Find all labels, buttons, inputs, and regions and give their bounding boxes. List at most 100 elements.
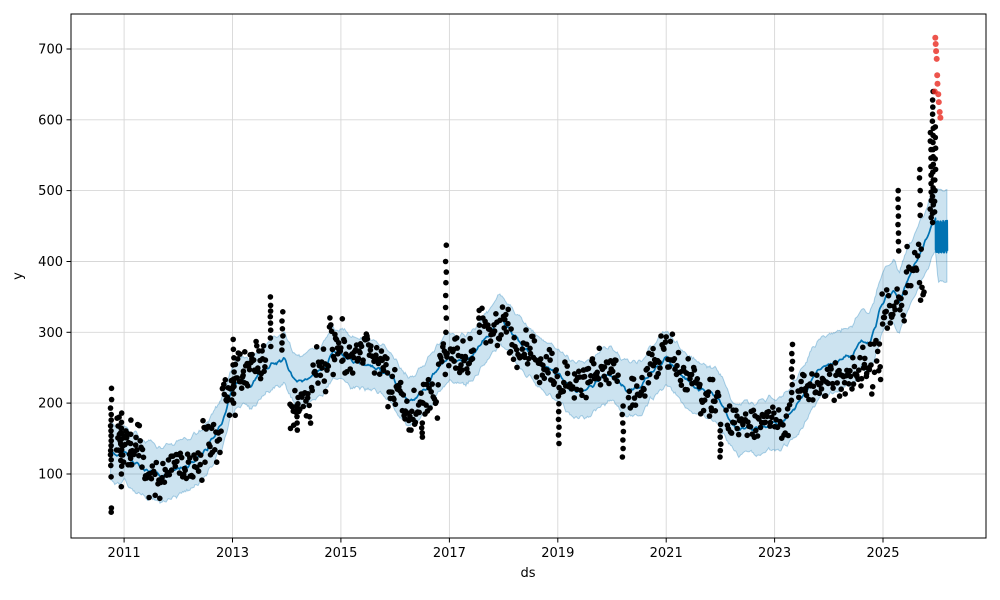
observation-dot: [440, 341, 447, 347]
observation-dot: [663, 334, 669, 340]
observation-dot: [246, 366, 253, 373]
observation-dot: [216, 436, 223, 443]
observation-dot: [826, 371, 833, 378]
observations-scatter: [107, 88, 939, 515]
tick-marks: [66, 48, 884, 543]
observation-dot: [929, 111, 936, 117]
observation-dot: [733, 407, 739, 414]
observation-dot: [176, 470, 183, 476]
observation-dot: [892, 306, 898, 313]
observation-dot: [127, 455, 134, 462]
y-tick-label: 500: [38, 184, 63, 199]
x-tick-label: 2025: [866, 546, 899, 561]
observation-dot: [294, 420, 300, 426]
observation-dot: [571, 371, 578, 377]
observation-dot: [858, 383, 864, 389]
observation-dot: [917, 212, 923, 219]
observation-dot: [409, 408, 415, 415]
observation-dot: [295, 401, 301, 407]
observation-dot: [591, 360, 597, 367]
observation-dot: [631, 395, 638, 401]
observation-dot: [832, 360, 839, 366]
observation-dot: [901, 318, 907, 324]
observation-dot: [881, 314, 888, 321]
observation-dot: [108, 432, 114, 439]
observation-dot: [728, 430, 735, 436]
observation-dot: [770, 404, 776, 411]
observation-dot: [551, 379, 557, 386]
observation-dot: [267, 320, 274, 326]
observation-dot: [136, 452, 142, 459]
observation-dot: [571, 395, 578, 401]
observation-dot: [230, 336, 236, 343]
observation-dot: [932, 156, 938, 162]
observation-dot: [886, 302, 893, 309]
x-tick-label: 2021: [650, 546, 683, 561]
observation-dot: [838, 386, 844, 393]
observation-dot: [460, 338, 466, 344]
observation-dot: [519, 346, 526, 352]
observation-dot: [392, 401, 399, 408]
observation-dot: [433, 399, 440, 405]
observation-dot: [788, 389, 795, 396]
observation-dot: [260, 343, 267, 349]
observation-dot: [210, 421, 217, 428]
observation-dot: [700, 407, 707, 414]
observation-dot: [579, 392, 585, 399]
observation-dot: [632, 402, 639, 409]
anomaly-dot: [934, 80, 941, 87]
observation-dot: [662, 339, 669, 345]
observation-dot: [831, 397, 837, 404]
observation-dot: [688, 371, 695, 378]
observation-dot: [197, 452, 204, 458]
observation-dot: [360, 357, 366, 364]
observation-dot: [494, 342, 501, 349]
observation-dot: [830, 385, 836, 391]
observation-dot: [884, 325, 891, 331]
observation-dot: [202, 459, 208, 466]
observation-dot: [313, 372, 320, 378]
observation-dot: [620, 428, 627, 435]
observation-dot: [349, 370, 356, 376]
observation-dot: [428, 389, 435, 395]
observation-dot: [108, 474, 114, 480]
observation-dot: [883, 287, 890, 293]
observation-dot: [329, 346, 336, 353]
observation-dot: [107, 405, 114, 411]
observation-dot: [177, 450, 184, 457]
observation-dot: [809, 371, 815, 377]
observation-dot: [753, 427, 759, 434]
observation-dot: [411, 387, 417, 394]
axes: [66, 13, 987, 543]
observation-dot: [887, 320, 894, 326]
observation-dot: [744, 432, 750, 439]
anomaly-dot: [934, 72, 941, 79]
observation-dot: [429, 381, 436, 387]
observation-dot: [137, 438, 143, 444]
observation-dot: [376, 371, 383, 378]
observation-dot: [226, 412, 233, 419]
anomaly-dot: [932, 41, 939, 47]
observation-dot: [816, 390, 823, 397]
observation-dot: [404, 398, 410, 405]
observation-dot: [185, 459, 192, 465]
observation-dot: [250, 357, 257, 363]
observation-dot: [279, 326, 286, 332]
observation-dot: [678, 382, 685, 389]
observation-dot: [851, 363, 858, 370]
observation-dot: [709, 376, 716, 383]
observation-dot: [242, 349, 248, 355]
observation-dot: [346, 344, 353, 350]
observation-dot: [108, 385, 115, 392]
observation-dot: [505, 320, 511, 327]
observation-dot: [306, 414, 313, 420]
observation-dot: [798, 378, 804, 385]
observation-dot: [389, 389, 395, 396]
observation-dot: [502, 316, 508, 323]
observation-dot: [127, 431, 134, 438]
observation-dot: [789, 358, 796, 365]
observation-dot: [244, 383, 251, 389]
observation-dot: [543, 353, 550, 360]
gridlines: [71, 14, 986, 538]
